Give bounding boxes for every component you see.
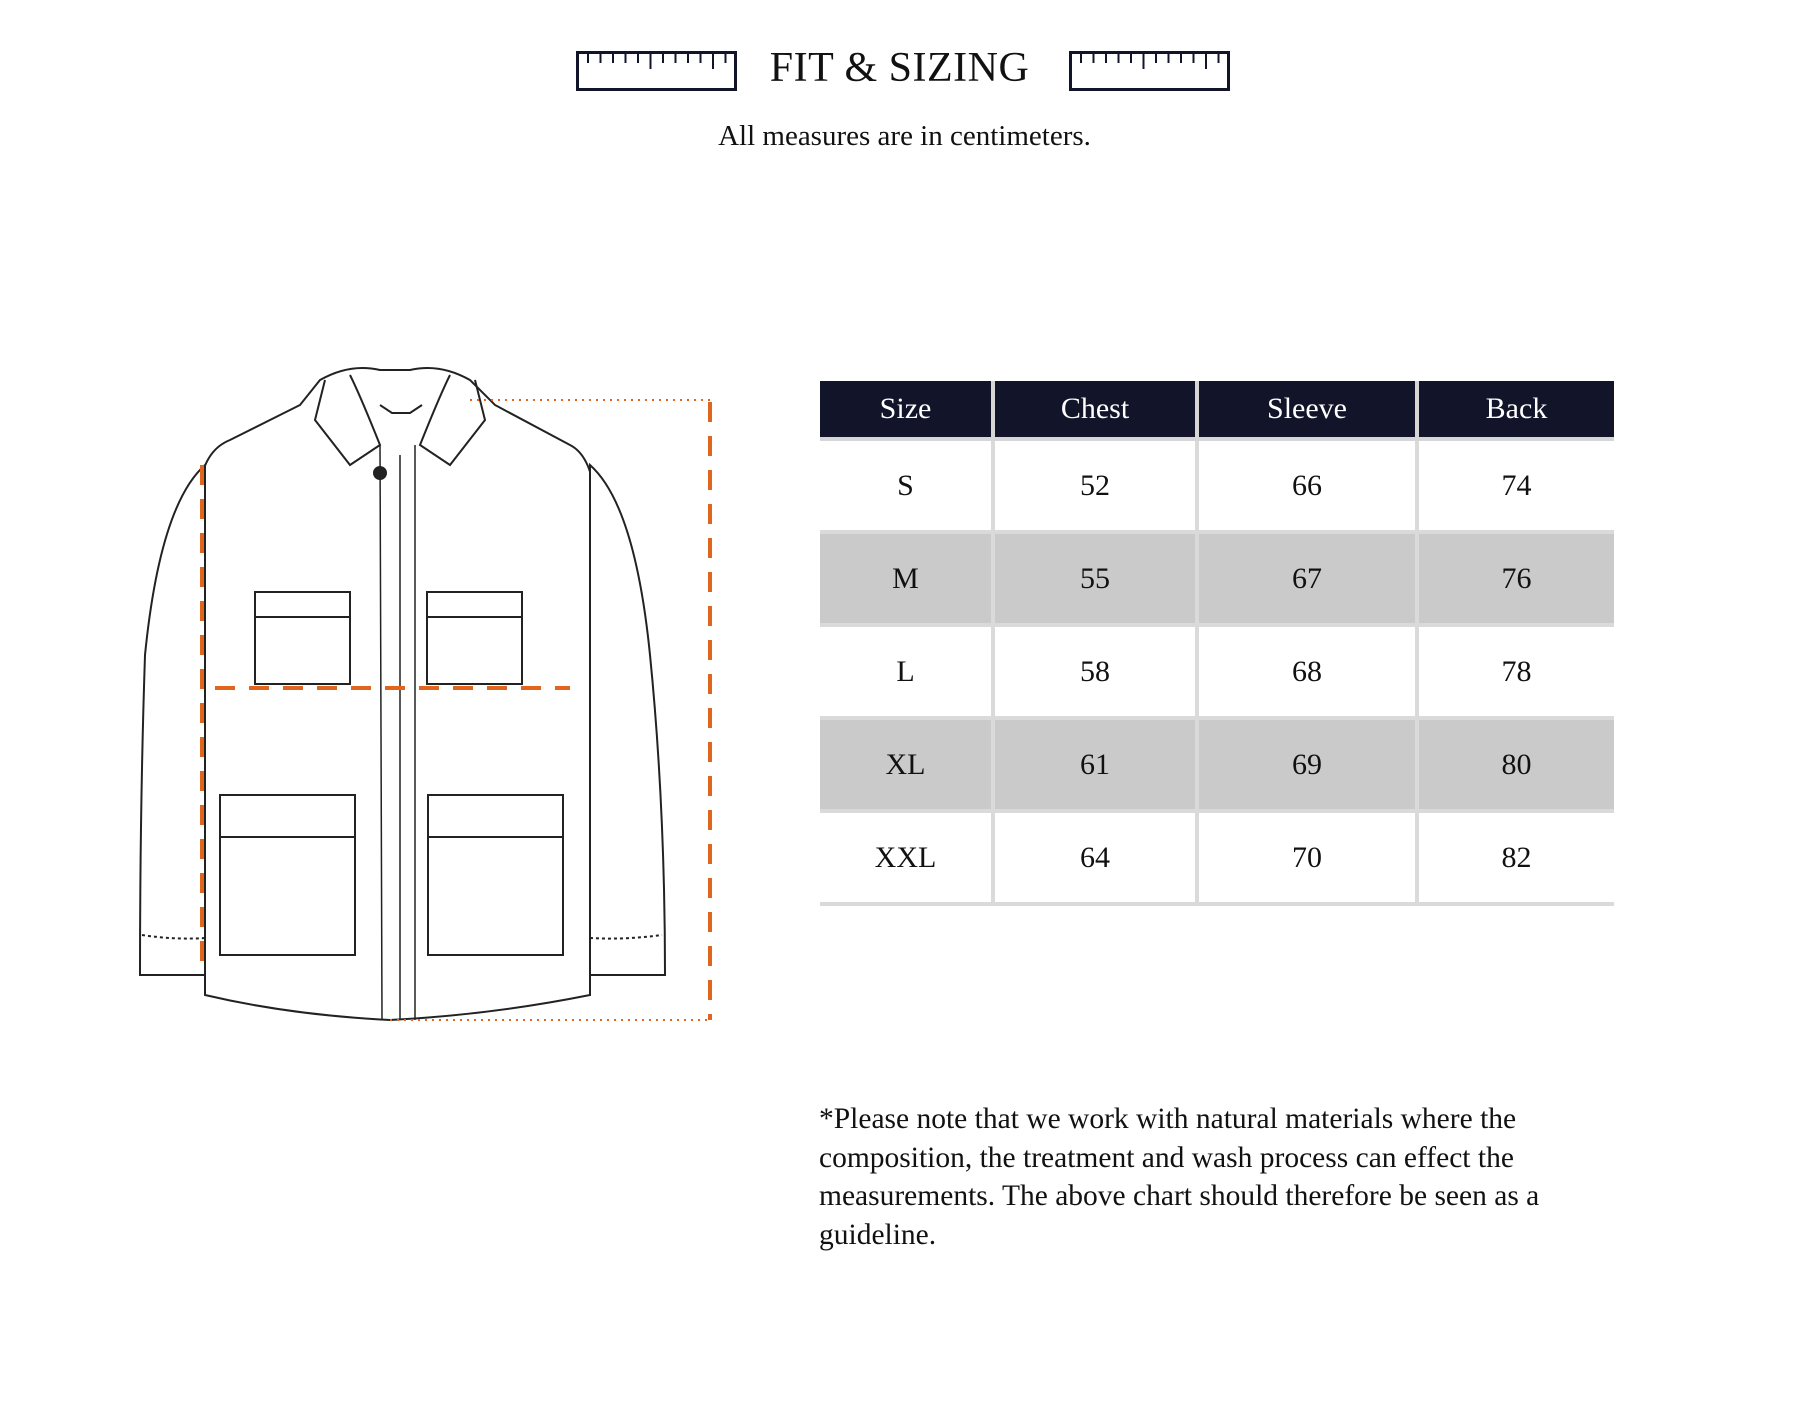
table-row: S 52 66 74	[820, 439, 1614, 534]
jacket-illustration	[138, 367, 712, 1022]
column-header-sleeve: Sleeve	[1197, 381, 1419, 441]
cell-sleeve: 67	[1197, 532, 1419, 627]
table-row: M 55 67 76	[820, 532, 1614, 627]
cell-size: XXL	[820, 811, 995, 906]
cell-chest: 64	[993, 811, 1199, 906]
cell-sleeve: 68	[1197, 625, 1419, 720]
cell-sleeve: 70	[1197, 811, 1419, 906]
cell-sleeve: 69	[1197, 718, 1419, 813]
cell-back: 74	[1417, 439, 1614, 534]
disclaimer-note: *Please note that we work with natural m…	[819, 1103, 1540, 1251]
cell-size: S	[820, 439, 995, 534]
cell-chest: 61	[993, 718, 1199, 813]
column-header-size: Size	[820, 381, 995, 441]
table-row: XL 61 69 80	[820, 718, 1614, 813]
subtitle: All measures are in centimeters.	[718, 120, 1091, 152]
cell-chest: 55	[993, 532, 1199, 627]
column-header-chest: Chest	[993, 381, 1199, 441]
page-title: FIT & SIZING	[769, 45, 1030, 91]
size-table: Size Chest Sleeve Back S 52 66 74 M 55 67 76 L 58…	[820, 381, 1614, 906]
ruler-icon	[576, 51, 737, 91]
cell-size: L	[820, 625, 995, 720]
ruler-icon	[1069, 51, 1230, 91]
cell-chest: 52	[993, 439, 1199, 534]
table-row: L 58 68 78	[820, 625, 1614, 720]
table-row: XXL 64 70 82	[820, 811, 1614, 906]
cell-back: 78	[1417, 625, 1614, 720]
cell-chest: 58	[993, 625, 1199, 720]
cell-size: M	[820, 532, 995, 627]
cell-sleeve: 66	[1197, 439, 1419, 534]
cell-size: XL	[820, 718, 995, 813]
cell-back: 82	[1417, 811, 1614, 906]
cell-back: 80	[1417, 718, 1614, 813]
cell-back: 76	[1417, 532, 1614, 627]
table-header-row: Size Chest Sleeve Back	[820, 381, 1614, 441]
column-header-back: Back	[1417, 381, 1614, 441]
